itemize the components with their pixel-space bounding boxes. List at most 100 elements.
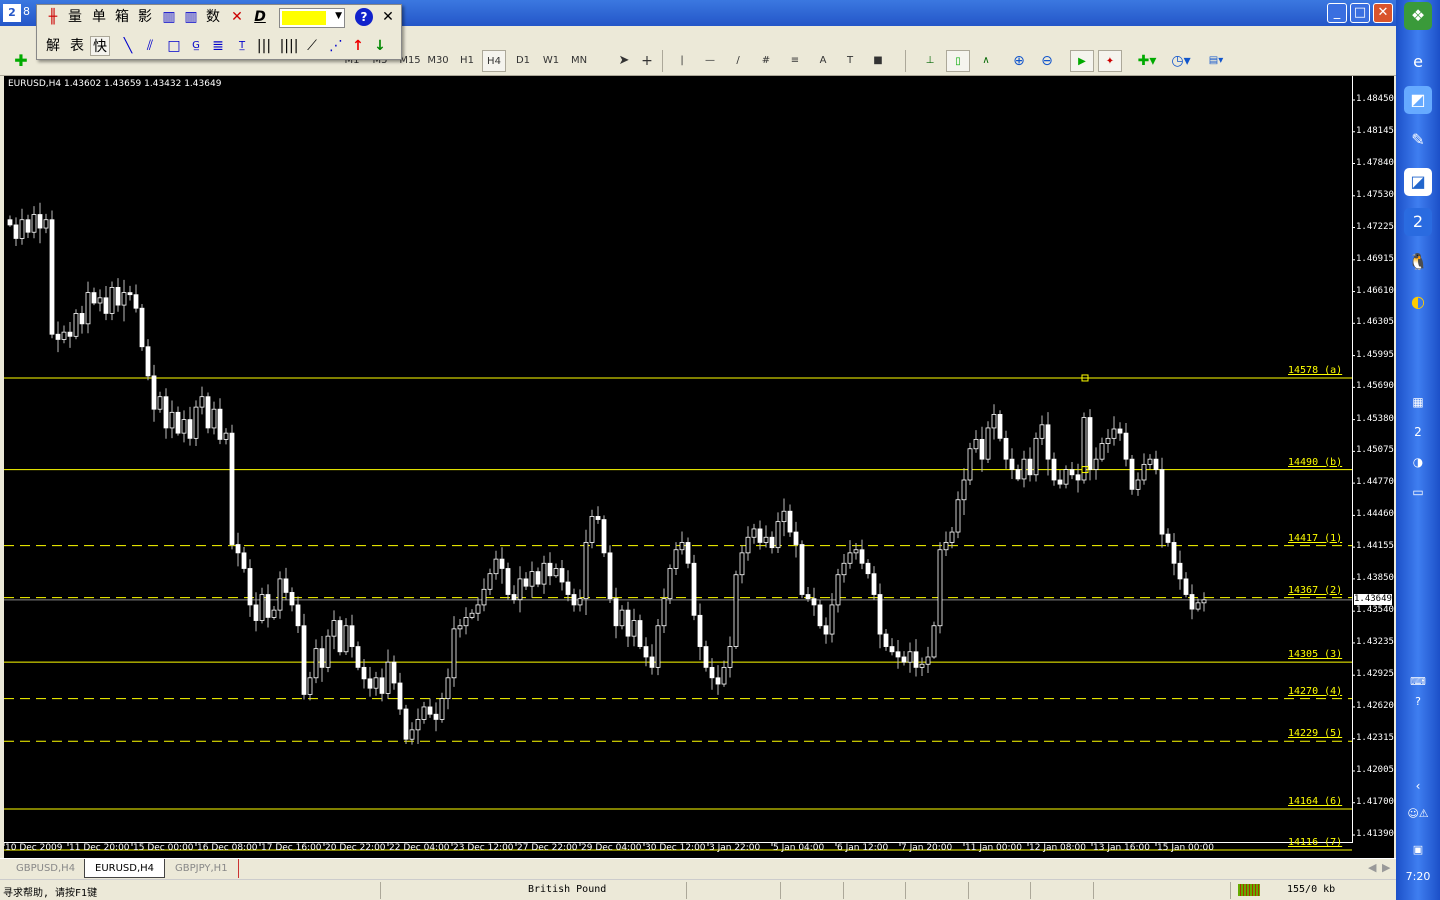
chart-shift-icon[interactable]: ✦: [1098, 50, 1122, 72]
candle-bullish: [739, 552, 745, 576]
candle-bullish: [1111, 428, 1117, 439]
status-bar: 寻求帮助, 请按F1键 British Pound 155/0 kb: [0, 879, 1396, 900]
timeframe-d1[interactable]: D1: [515, 55, 531, 66]
float-btn-1[interactable]: 量: [68, 9, 82, 25]
fibonacci-icon[interactable]: ≡: [790, 55, 800, 66]
color-picker[interactable]: ▼: [279, 8, 345, 28]
app-icon-3[interactable]: ◐: [1411, 292, 1425, 311]
float-btn-3[interactable]: 箱: [115, 9, 129, 25]
float-btn-5[interactable]: 数: [206, 9, 220, 25]
fib-time-icon[interactable]: ||||: [279, 38, 299, 54]
timeframe-m5[interactable]: M5: [372, 55, 388, 66]
qq-icon[interactable]: 🐧: [1408, 252, 1428, 271]
candle-icon[interactable]: ╫: [48, 9, 58, 25]
channel-icon[interactable]: #: [761, 55, 771, 66]
fan-icon[interactable]: ⟋: [307, 38, 317, 54]
minimize-button[interactable]: _: [1327, 3, 1347, 23]
gann-fan-icon[interactable]: ⋰: [329, 38, 343, 54]
periods-icon[interactable]: ◷▾: [1171, 53, 1191, 69]
candle-bullish: [733, 574, 739, 647]
percent-levels-icon[interactable]: ≣: [212, 38, 224, 54]
internet-explorer-icon[interactable]: e: [1413, 52, 1423, 71]
arrow-down-icon[interactable]: ↓: [374, 38, 386, 54]
candle-bearish: [247, 568, 253, 606]
tab-eurusd[interactable]: EURUSD,H4: [84, 859, 166, 878]
tray-expand-icon[interactable]: ‹: [1415, 779, 1421, 793]
candle-bullish: [775, 521, 781, 549]
tab-scroll-left-icon[interactable]: ◀: [1368, 861, 1377, 874]
quick-launch-2-icon[interactable]: 2: [1414, 425, 1422, 439]
candle-bullish: [991, 414, 997, 429]
keyboard-icon[interactable]: ⌨: [1410, 675, 1426, 688]
new-chart-icon[interactable]: ✚: [14, 51, 28, 70]
text-label-icon[interactable]: T: [846, 55, 854, 66]
rectangle-icon[interactable]: □: [167, 38, 181, 54]
candle-bullish: [463, 617, 469, 627]
crosshair-icon[interactable]: +: [641, 53, 653, 69]
price-tick-label: 1.43540: [1356, 605, 1394, 616]
timeframe-m30[interactable]: M30: [427, 55, 449, 66]
candle-bullish: [409, 729, 415, 740]
timeframe-h1[interactable]: H1: [460, 55, 474, 66]
pencils-icon[interactable]: ✎: [1411, 130, 1425, 149]
close-icon[interactable]: ✕: [382, 9, 394, 25]
tab-gbpjpy[interactable]: GBPJPY,H1: [165, 859, 239, 878]
candle-bullish: [1135, 479, 1141, 490]
float-btn-8[interactable]: 快: [90, 36, 110, 56]
line-tool-icon[interactable]: ╲: [123, 38, 133, 54]
text-icon[interactable]: A: [819, 55, 827, 66]
quick-launch-3-icon[interactable]: ◑: [1412, 455, 1424, 469]
templates-icon[interactable]: ▤▾: [1208, 55, 1224, 66]
histogram-icon[interactable]: ▥: [162, 9, 176, 25]
metatrader-icon[interactable]: 2: [1404, 208, 1432, 236]
candle-bullish: [451, 628, 457, 679]
candle-bearish: [1003, 437, 1009, 460]
candle-bullish: [655, 625, 661, 668]
timeframe-m15[interactable]: M15: [399, 55, 421, 66]
line-chart-icon[interactable]: ∧: [982, 55, 990, 66]
candle-bullish: [199, 396, 205, 408]
tab-scroll-right-icon[interactable]: ▶: [1382, 861, 1391, 874]
autoscroll-icon[interactable]: ▶: [1070, 50, 1094, 72]
zoom-out-icon[interactable]: ⊖: [1041, 53, 1053, 69]
arrow-icon[interactable]: ■: [873, 55, 883, 66]
float-btn-7[interactable]: 表: [70, 38, 84, 54]
parallel-lines-icon[interactable]: ⫽: [146, 38, 154, 54]
price-chart[interactable]: EURUSD,H4 1.43602 1.43659 1.43432 1.4364…: [4, 76, 1394, 858]
cycle-lines-icon[interactable]: |||: [256, 38, 272, 54]
app-icon-1[interactable]: ◩: [1404, 86, 1432, 114]
dx-icon[interactable]: D: [254, 9, 266, 25]
horizontal-line-icon[interactable]: —: [705, 55, 715, 66]
cursor-icon[interactable]: ➤: [618, 53, 630, 68]
maximize-button[interactable]: □: [1350, 3, 1370, 23]
help-tray-icon[interactable]: ?: [1415, 695, 1421, 708]
help-icon[interactable]: ?: [355, 8, 373, 26]
float-btn-2[interactable]: 单: [92, 9, 106, 25]
trendline-icon[interactable]: /: [736, 55, 740, 66]
vertical-line-icon[interactable]: |: [680, 55, 684, 66]
candlestick-icon[interactable]: ▯: [946, 50, 970, 72]
float-btn-6[interactable]: 解: [46, 38, 60, 54]
text-levels-icon[interactable]: T̲: [238, 40, 246, 51]
timeframe-m1[interactable]: M1: [344, 55, 360, 66]
timeframe-mn[interactable]: MN: [570, 55, 588, 66]
histogram2-icon[interactable]: ▥: [184, 9, 198, 25]
close-button[interactable]: ✕: [1373, 3, 1393, 23]
zoom-in-icon[interactable]: ⊕: [1013, 53, 1025, 69]
time-tick-label: 17 Dec 16:00: [261, 843, 322, 853]
app-icon-2[interactable]: ◪: [1404, 168, 1432, 196]
folder-icon[interactable]: ▭: [1412, 485, 1424, 499]
cross-icon[interactable]: ✕: [231, 9, 243, 25]
timeframe-w1[interactable]: W1: [542, 55, 560, 66]
quick-launch-1-icon[interactable]: ▦: [1412, 395, 1424, 409]
time-tick-label: 23 Dec 12:00: [453, 843, 514, 853]
candle-bearish: [133, 294, 139, 309]
tab-gbpusd[interactable]: GBPUSD,H4: [16, 863, 76, 874]
timeframe-h4[interactable]: H4: [482, 50, 506, 72]
arrow-up-icon[interactable]: ↑: [352, 38, 364, 54]
gann-icon[interactable]: G̲: [192, 40, 200, 51]
bar-chart-icon[interactable]: ⊥: [925, 55, 935, 66]
indicators-icon[interactable]: ✚▾: [1137, 53, 1157, 69]
float-btn-4[interactable]: 影: [138, 9, 152, 25]
windows-logo-icon[interactable]: ❖: [1404, 2, 1432, 30]
